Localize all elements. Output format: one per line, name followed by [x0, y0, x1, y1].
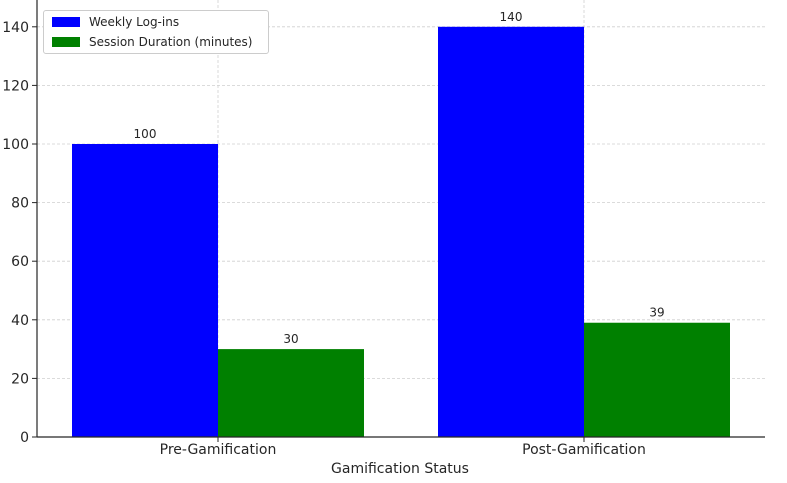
- x-axis-label: Gamification Status: [331, 461, 469, 477]
- legend: Weekly Log-ins Session Duration (minutes…: [43, 10, 269, 54]
- y-tick-label: 140: [2, 20, 29, 36]
- legend-item-session-duration: Session Duration (minutes): [52, 35, 252, 49]
- y-tick-label: 60: [11, 254, 29, 270]
- y-tick-label: 20: [11, 371, 29, 387]
- bar-weekly-logins: [72, 144, 218, 437]
- x-tick-label: Post-Gamification: [522, 442, 646, 458]
- legend-label: Weekly Log-ins: [89, 15, 180, 29]
- x-tick-label: Pre-Gamification: [160, 442, 277, 458]
- data-label: 30: [283, 332, 298, 346]
- bar-session-duration: [218, 349, 364, 437]
- y-tick-label: 40: [11, 313, 29, 329]
- data-label: 39: [649, 306, 664, 320]
- axes: [32, 0, 765, 442]
- data-label: 100: [134, 127, 157, 141]
- y-tick-label: 80: [11, 196, 29, 212]
- y-tick-label: 120: [2, 78, 29, 94]
- data-label: 140: [500, 10, 523, 24]
- tick-labels: 0 20 40 60 80 100 120 140 Pre-Gamification Post-G…: [2, 20, 646, 458]
- bar-weekly-logins: [438, 26, 584, 438]
- y-tick-label: 0: [20, 430, 29, 446]
- legend-label: Session Duration (minutes): [89, 35, 253, 49]
- legend-swatch-blue: [52, 17, 80, 27]
- legend-item-weekly-logins: Weekly Log-ins: [52, 15, 179, 29]
- bars: [72, 26, 730, 438]
- bar-session-duration: [584, 322, 730, 437]
- legend-swatch-green: [52, 37, 80, 47]
- data-labels: 100 140 30 39: [134, 10, 665, 346]
- y-tick-label: 100: [2, 137, 29, 153]
